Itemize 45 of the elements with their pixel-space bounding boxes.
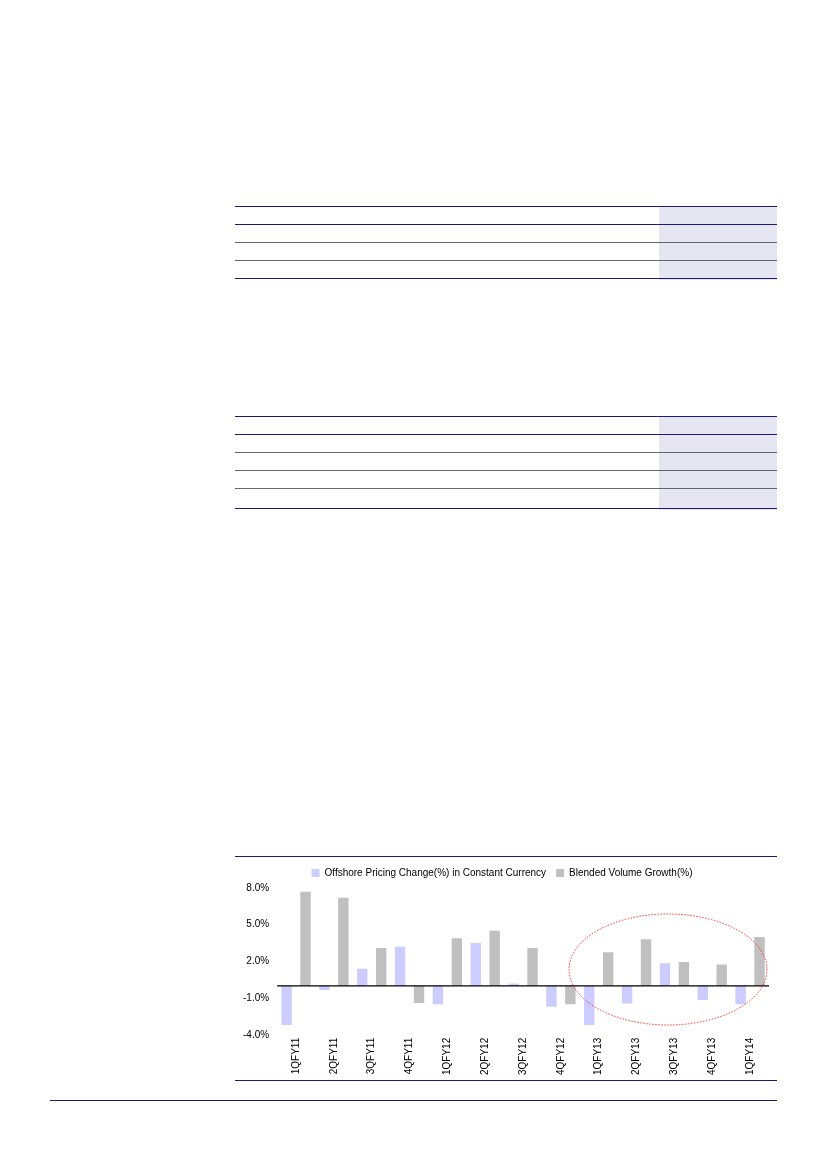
bar (754, 936, 765, 986)
x-tick-label: 4QFY11 (403, 1037, 415, 1075)
y-tick-label: 2.0% (246, 955, 270, 967)
x-tick-label: 2QFY12 (478, 1037, 490, 1076)
legend-label: Blended Volume Growth(%) (569, 866, 693, 878)
x-tick-label: 1QFY14 (743, 1037, 755, 1076)
y-tick-label: 5.0% (246, 918, 270, 930)
bar (300, 891, 311, 986)
bar (451, 938, 463, 986)
x-tick-label: 1QFY12 (441, 1037, 453, 1076)
bar (697, 985, 708, 1000)
bar (375, 947, 387, 986)
bar (489, 930, 500, 986)
bar (640, 939, 652, 986)
x-tick-label: 3QFY12 (516, 1037, 528, 1076)
bar (319, 985, 330, 991)
bar (678, 961, 690, 986)
bar (338, 897, 349, 986)
x-tick-label: 1QFY11 (289, 1037, 301, 1075)
x-tick-label: 1QFY13 (592, 1037, 604, 1076)
x-tick-label: 4QFY13 (705, 1037, 717, 1076)
bar (716, 964, 727, 986)
x-tick-label: 3QFY11 (365, 1037, 377, 1075)
bar (735, 985, 746, 1005)
bar (546, 985, 557, 1007)
bar (602, 952, 614, 986)
y-tick-label: 8.0% (246, 881, 270, 893)
bar (565, 985, 576, 1005)
bar (357, 968, 368, 986)
y-tick-label: -1.0% (243, 991, 270, 1003)
x-tick-label: 4QFY12 (554, 1037, 566, 1076)
bar (527, 947, 538, 986)
y-tick-label: -4.0% (243, 1028, 270, 1040)
bar (394, 946, 406, 986)
bar (432, 985, 444, 1005)
bar (584, 985, 595, 1025)
bar (621, 985, 633, 1004)
bar (413, 985, 425, 1003)
bar (659, 963, 671, 986)
x-tick-label: 3QFY13 (668, 1037, 680, 1076)
bar (281, 985, 292, 1025)
legend-label: Offshore Pricing Change(%) in Constant Currency (324, 866, 547, 878)
x-tick-label: 2QFY11 (327, 1037, 339, 1075)
bar (470, 943, 481, 986)
x-tick-label: 2QFY13 (630, 1037, 642, 1076)
